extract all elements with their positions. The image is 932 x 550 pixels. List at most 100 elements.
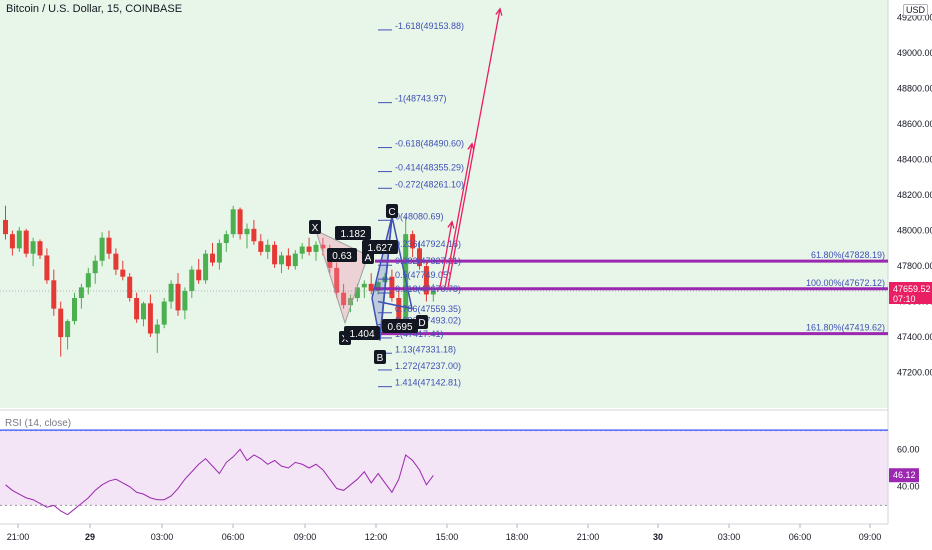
price-tick-label: 49000.00 — [897, 48, 932, 58]
candle-body — [9, 234, 15, 249]
candle-body — [44, 255, 50, 281]
rsi-title: RSI (14, close) — [5, 418, 72, 429]
candle-body — [196, 269, 202, 281]
pattern-label: 0.63 — [332, 251, 352, 262]
candle-body — [216, 243, 222, 263]
candle-body — [72, 298, 77, 322]
candle-body — [120, 269, 126, 277]
price-tick-label: 47400.00 — [897, 332, 932, 342]
candle-body — [92, 260, 98, 274]
fib-level-label: 161.80%(47419.62) — [806, 323, 885, 333]
x-tick-label: 03:00 — [718, 532, 741, 542]
candle-body — [161, 301, 167, 325]
x-tick-label: 29 — [85, 532, 95, 542]
fib-ladder-label: -1(48743.97) — [395, 94, 447, 104]
pattern-label-box — [374, 350, 386, 364]
rsi-tick-label: 40.00 — [897, 482, 920, 492]
projection-arrow-head — [495, 7, 503, 16]
pattern-label-box — [344, 326, 380, 340]
price-tick-label: 48400.00 — [897, 155, 932, 165]
candle-body — [65, 321, 71, 338]
candle-body — [37, 241, 43, 256]
pattern-label: A — [365, 253, 372, 264]
rsi-value-badge — [889, 468, 919, 483]
candle-body — [3, 219, 8, 235]
candle-body — [285, 255, 291, 267]
fib-ladder-label: -0.272(48261.10) — [395, 179, 464, 189]
price-pane-bg — [0, 0, 888, 408]
candle-body — [258, 241, 264, 252]
x-tick-label: 06:00 — [222, 532, 245, 542]
candle-body — [334, 267, 340, 293]
rsi-line — [5, 448, 434, 516]
pattern-label-box — [362, 240, 398, 254]
fib-level-label: 61.80%(47828.19) — [811, 250, 885, 260]
price-tick-label: 49200.00 — [897, 13, 932, 23]
x-tick-label: 15:00 — [436, 532, 459, 542]
pattern-label: 1.627 — [367, 243, 392, 254]
pattern-label: 1.404 — [349, 329, 374, 340]
candle-body — [113, 253, 119, 270]
projection-arrow — [439, 221, 453, 288]
x-tick-label: 09:00 — [859, 532, 882, 542]
fib-ladder-label: 1.414(47142.81) — [395, 378, 461, 388]
pattern-path — [377, 216, 413, 338]
candle-body — [58, 308, 64, 338]
candle-body — [292, 253, 298, 267]
x-tick-label: 21:00 — [7, 532, 30, 542]
candle-body — [265, 244, 271, 252]
pattern-label: 0.695 — [387, 322, 412, 333]
candle-body — [375, 282, 381, 291]
price-tick-label: 48600.00 — [897, 119, 932, 129]
fib-ladder-label: 0.786(47559.35) — [395, 304, 461, 314]
candle-body — [99, 237, 105, 261]
candle-body — [341, 292, 347, 306]
candle-body — [154, 324, 160, 334]
candle-body — [189, 269, 195, 291]
projection-arrow-head — [447, 220, 455, 229]
candle-body — [313, 244, 319, 252]
candle-body — [348, 298, 353, 306]
candle-body — [279, 255, 284, 265]
rsi-band-bg — [0, 430, 888, 506]
candle-body — [361, 283, 367, 288]
pattern-label: C — [388, 207, 395, 218]
fib-ladder-label: -0.414(48355.29) — [395, 163, 464, 173]
candle-body — [368, 283, 374, 291]
candle-body — [85, 273, 91, 288]
pattern-label-box — [386, 204, 398, 218]
candle-body — [182, 290, 188, 311]
candle-body — [51, 280, 57, 309]
candle-body — [354, 287, 360, 299]
price-tick-label: 48000.00 — [897, 226, 932, 236]
pattern-label-box — [382, 319, 418, 333]
candle-body — [251, 228, 257, 242]
candle-body — [417, 248, 422, 267]
projection-arrow — [447, 8, 501, 288]
rsi-value-label: 46.12 — [893, 470, 916, 480]
candle-body — [320, 244, 326, 249]
candle-body — [299, 246, 305, 254]
price-tick-label: 48200.00 — [897, 190, 932, 200]
currency-badge[interactable]: USD — [902, 4, 928, 16]
pattern-label-box — [309, 220, 321, 234]
candle-body — [272, 244, 278, 265]
x-tick-label: 06:00 — [789, 532, 812, 542]
pattern-label-box — [335, 226, 371, 240]
fib-ladder-label: 1.13(47331.18) — [395, 344, 456, 354]
pattern-label: B — [377, 353, 384, 364]
pattern-label-box — [416, 315, 428, 329]
candle-body — [30, 241, 36, 254]
candle-body — [306, 246, 312, 252]
projection-arrow — [444, 143, 473, 288]
fib-ladder-label: 0.5(47749.05) — [395, 270, 451, 280]
candle-body — [23, 230, 29, 254]
candle-body — [175, 283, 181, 311]
candle-body — [147, 303, 153, 334]
candle-body — [210, 253, 215, 263]
fib-ladder-label: 0.886(47493.02) — [395, 316, 461, 326]
x-tick-label: 03:00 — [151, 532, 174, 542]
x-tick-label: 21:00 — [577, 532, 600, 542]
pattern-label: 1.182 — [340, 229, 365, 240]
rsi-tick-label: 60.00 — [897, 444, 920, 454]
